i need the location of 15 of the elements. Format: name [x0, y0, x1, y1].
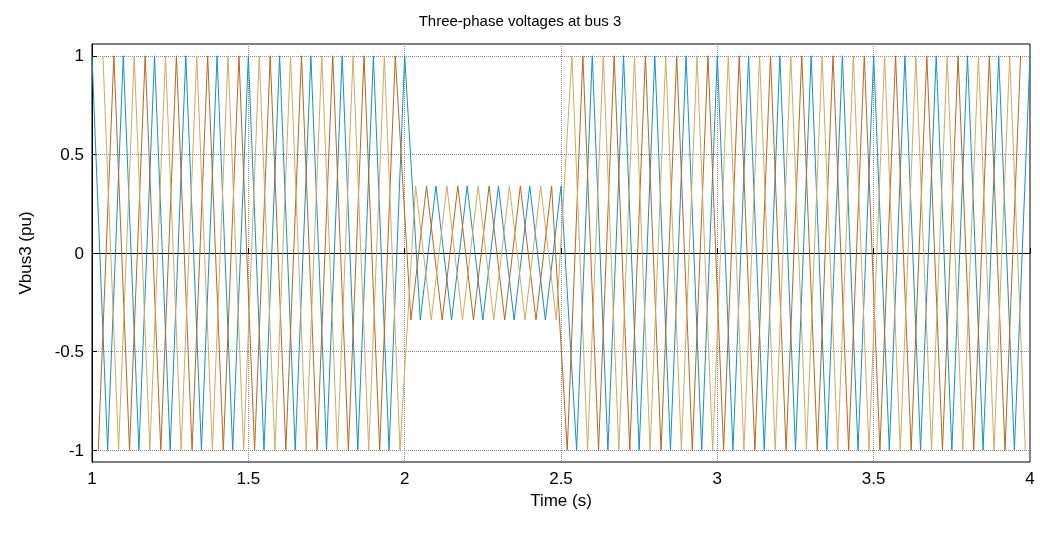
y-tick-label: 0.5	[60, 144, 84, 164]
x-axis-title: Time (s)	[530, 491, 592, 510]
x-tick-label: 3	[712, 469, 723, 488]
x-tick-label: 1.5	[236, 469, 261, 488]
y-tick-label: 0	[74, 243, 84, 263]
x-tick-label: 1	[87, 469, 97, 488]
x-tick-label: 4	[1025, 469, 1035, 488]
y-tick-label: -0.5	[54, 342, 84, 362]
x-tick-label: 2.5	[549, 469, 573, 488]
y-tick-label: -1	[68, 440, 84, 460]
y-tick-label: 1	[74, 46, 84, 66]
x-tick-label: 2	[399, 469, 410, 488]
y-axis-title: Vbus3 (pu)	[16, 211, 35, 295]
x-tick-label: 3.5	[861, 469, 886, 488]
chart-title: Three-phase voltages at bus 3	[418, 12, 622, 29]
